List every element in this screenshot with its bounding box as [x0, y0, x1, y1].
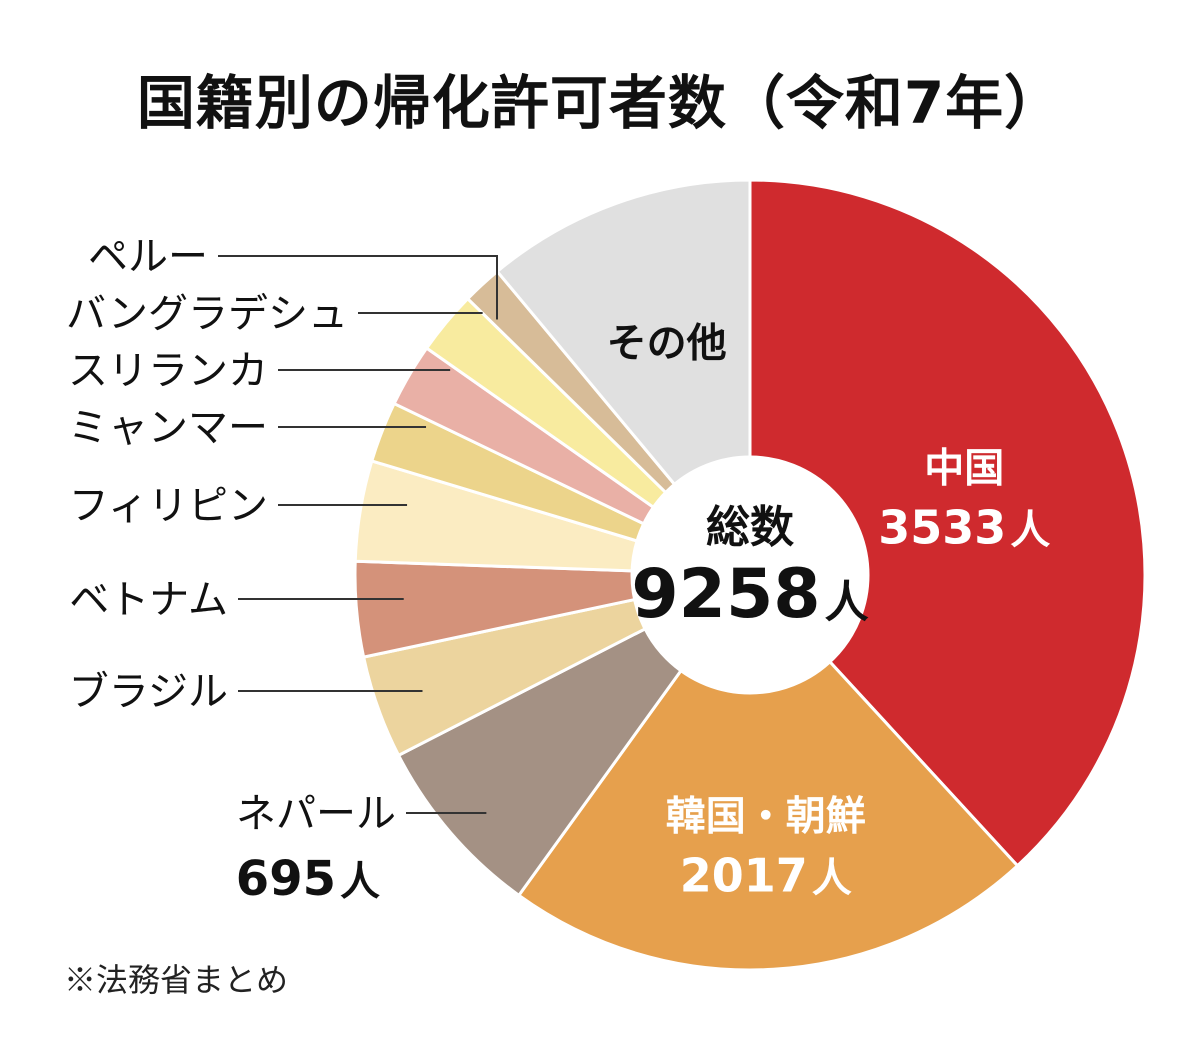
pie-slice-1	[516, 572, 1020, 972]
slice-value-2: 695 人	[236, 851, 380, 907]
pie-slice-0	[748, 178, 1147, 868]
leader-lines	[218, 255, 498, 814]
slice-label-4: ベトナム	[69, 577, 228, 623]
slice-label-8: バングラデシュ	[66, 291, 348, 337]
center-label: 総数	[706, 502, 794, 553]
slice-labels: 中国 3533 人韓国・朝鮮 2017 人 その他 ペルーバングラデシュスリランカミャンマー…	[66, 234, 1050, 907]
chart-title: 国籍別の帰化許可者数（令和7年）	[136, 69, 1064, 137]
center-total-value: 9258	[631, 555, 820, 634]
slice-label-6: ミャンマー	[68, 405, 268, 451]
slice-label-3: ブラジル	[69, 669, 228, 715]
slice-value-0: 3533 人	[878, 500, 1050, 554]
donut-hole	[630, 455, 870, 695]
center-total-unit: 人	[825, 577, 869, 628]
slice-value-1: 2017 人	[680, 849, 852, 903]
slice-label-9: ペルー	[88, 234, 208, 280]
slice-label-10: その他	[607, 321, 727, 367]
slice-label-1: 韓国・朝鮮	[666, 794, 866, 840]
slice-label-5: フィリピン	[69, 483, 268, 529]
slice-label-7: スリランカ	[68, 348, 268, 394]
slice-label-0: 中国	[924, 445, 1004, 491]
slice-label-2: ネパール	[236, 791, 396, 837]
source-note: ※法務省まとめ	[64, 961, 289, 999]
leader-line-9	[218, 255, 498, 320]
center-total: 9258人	[631, 555, 868, 634]
